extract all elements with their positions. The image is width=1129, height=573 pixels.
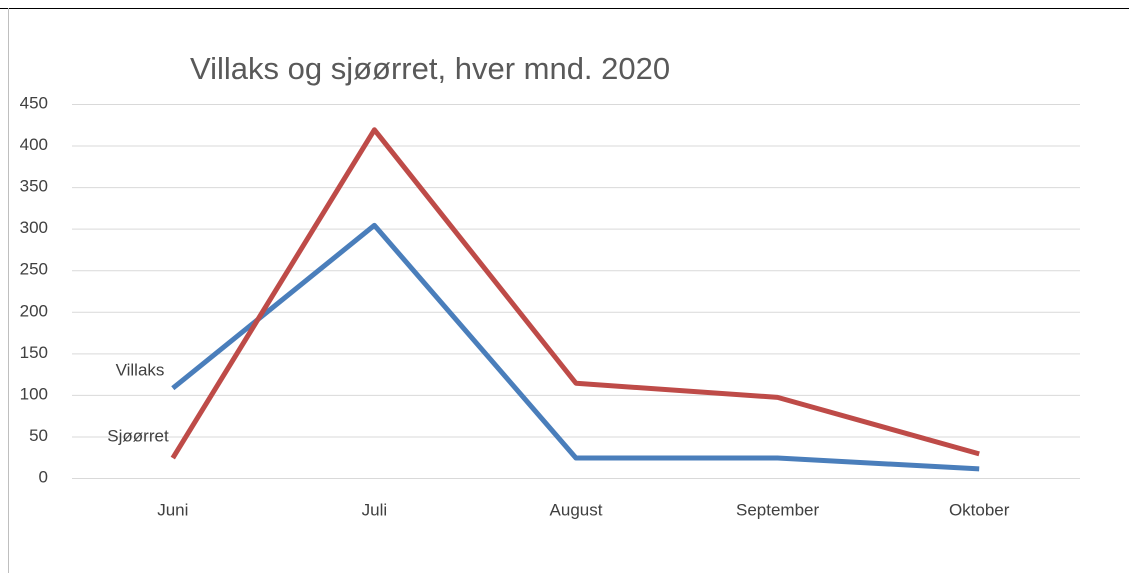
- x-tick-label: Oktober: [949, 500, 1010, 519]
- series-line: [170, 127, 980, 460]
- x-tick-label: August: [550, 500, 603, 519]
- series-label: Villaks: [116, 360, 165, 379]
- y-tick-label: 450: [20, 93, 48, 112]
- y-tick-label: 50: [29, 426, 48, 445]
- y-tick-label: 200: [20, 301, 48, 320]
- x-tick-label: Juni: [157, 500, 188, 519]
- y-tick-label: 0: [39, 467, 48, 486]
- y-tick-label: 150: [20, 343, 48, 362]
- chart-title: Villaks og sjøørret, hver mnd. 2020: [190, 51, 670, 86]
- y-tick-label: 250: [20, 260, 48, 279]
- series-label: Sjøørret: [107, 426, 169, 445]
- x-tick-label: September: [736, 500, 819, 519]
- series-line: [171, 222, 980, 472]
- x-tick-label: Juli: [362, 500, 388, 519]
- y-tick-label: 100: [20, 384, 48, 403]
- y-tick-label: 350: [20, 177, 48, 196]
- y-tick-label: 400: [20, 135, 48, 154]
- y-tick-label: 300: [20, 218, 48, 237]
